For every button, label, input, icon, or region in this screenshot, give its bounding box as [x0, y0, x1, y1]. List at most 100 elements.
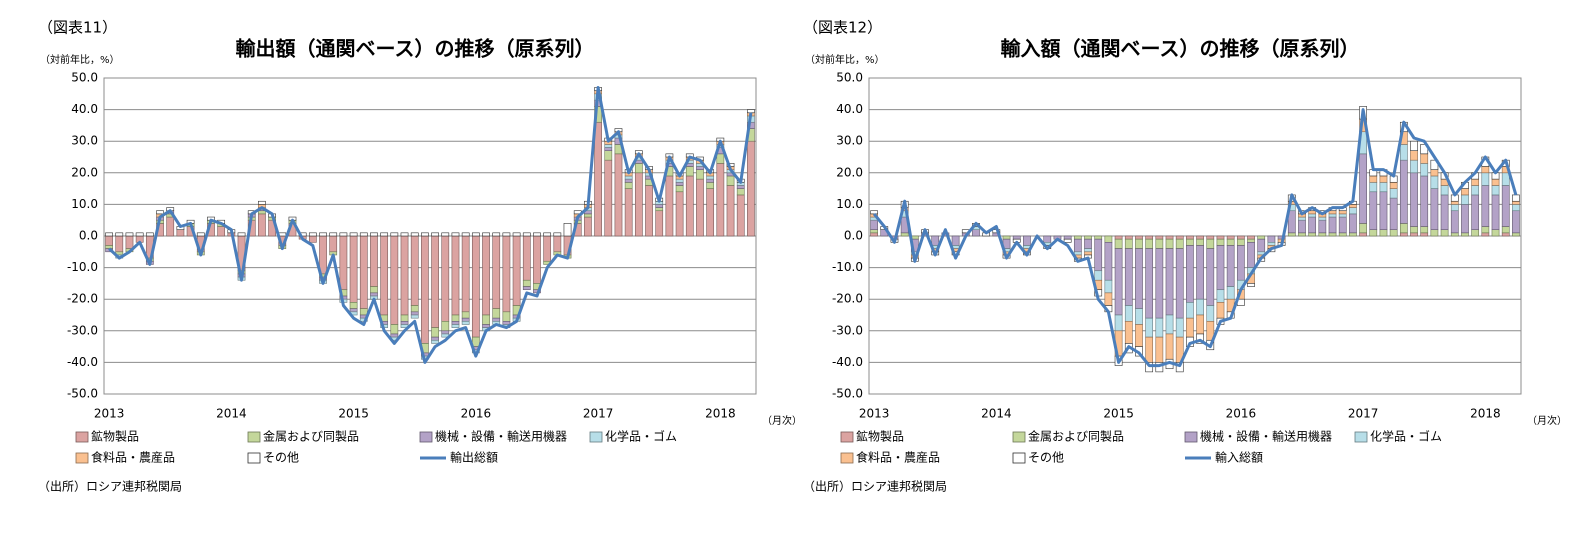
- bar-segment: [972, 229, 980, 237]
- y-tick-label: 10.0: [836, 197, 863, 211]
- bar-segment: [1063, 235, 1072, 240]
- figure-label: （図表12）: [803, 19, 882, 37]
- y-tick-label: -40.0: [67, 355, 98, 369]
- x-tick-label: 2017: [1348, 407, 1379, 421]
- bar-segment: [1369, 229, 1378, 237]
- bar-segment: [1114, 235, 1123, 240]
- bar-segment: [1135, 238, 1143, 249]
- bar-segment: [115, 235, 124, 253]
- bar-segment: [1338, 232, 1347, 237]
- legend-swatch: [419, 431, 433, 443]
- bar-segment: [502, 311, 511, 322]
- bar-segment: [1114, 248, 1123, 316]
- y-tick-label: 0.0: [844, 229, 863, 243]
- bar-segment: [1094, 238, 1103, 272]
- y-tick-label: -10.0: [67, 260, 98, 274]
- bar-segment: [1491, 229, 1500, 237]
- bar-segment: [1308, 232, 1317, 237]
- bar-segment: [1196, 314, 1204, 335]
- y-tick-label: 20.0: [836, 165, 863, 179]
- bar-segment: [1512, 194, 1520, 202]
- bar-segment: [1175, 235, 1184, 240]
- bar-segment: [1389, 181, 1398, 189]
- bar-segment: [543, 235, 552, 262]
- bar-segment: [1318, 232, 1327, 237]
- bar-segment: [1338, 213, 1347, 218]
- bar-segment: [706, 188, 715, 237]
- bar-segment: [1186, 302, 1194, 319]
- bar-segment: [1073, 251, 1082, 256]
- bar-segment: [624, 188, 633, 237]
- bar-segment: [461, 311, 470, 319]
- plot-frame: [103, 77, 757, 395]
- bar-segment: [1512, 204, 1520, 212]
- bar-segment: [410, 311, 419, 316]
- bar-segment: [1155, 248, 1164, 319]
- source: （出所）ロシア連邦税関局: [803, 480, 947, 494]
- bar-segment: [1196, 238, 1204, 246]
- bar-segment: [359, 232, 368, 237]
- bar-segment: [604, 147, 613, 151]
- bar-segment: [380, 235, 389, 316]
- bar-segment: [1124, 238, 1133, 249]
- bar-segment: [1440, 185, 1449, 196]
- bar-segment: [951, 235, 960, 246]
- legend-swatch: [247, 431, 261, 443]
- bar-segment: [604, 150, 613, 161]
- bar-segment: [410, 314, 419, 319]
- bar-segment: [166, 216, 175, 237]
- bar-segment: [645, 185, 653, 237]
- bar-segment: [105, 245, 113, 249]
- y-tick-label: -20.0: [832, 292, 863, 306]
- bar-segment: [1155, 238, 1164, 249]
- bar-segment: [1359, 232, 1367, 237]
- bar-segment: [1155, 317, 1164, 338]
- bar-segment: [1440, 229, 1449, 237]
- bar-segment: [1399, 223, 1408, 234]
- bar-segment: [931, 235, 940, 246]
- bar-segment: [1216, 302, 1225, 319]
- legend-label: 金属および同製品: [263, 429, 359, 444]
- bar-segment: [1124, 305, 1133, 322]
- bar-segment: [1349, 204, 1357, 208]
- bar-segment: [482, 314, 490, 325]
- bar-segment: [1298, 232, 1306, 237]
- y-axis-label: （対前年比，%）: [40, 53, 120, 66]
- bar-segment: [329, 235, 338, 253]
- bar-segment: [1481, 172, 1490, 186]
- bar-segment: [1420, 175, 1429, 227]
- bar-segment: [1135, 235, 1143, 240]
- legend-swatch: [1184, 431, 1198, 443]
- bar-segment: [400, 235, 409, 316]
- bar-segment: [441, 235, 450, 322]
- chart: （図表12） 輸入額（通関ベース）の推移（原系列） （対前年比，%） （月次） （出所）…: [803, 19, 1567, 494]
- y-tick-label: 30.0: [71, 134, 98, 148]
- bar-segment: [624, 175, 633, 180]
- bar-segment: [726, 175, 735, 186]
- bar-segment: [176, 229, 185, 237]
- bar-segment: [533, 232, 541, 237]
- bar-segment: [675, 191, 684, 237]
- bar-segment: [1481, 226, 1490, 234]
- bar-segment: [726, 185, 735, 237]
- bar-segment: [655, 207, 664, 212]
- bar-segment: [1196, 235, 1204, 240]
- bar-segment: [370, 232, 378, 237]
- bar-segment: [349, 232, 358, 237]
- bar-segment: [1186, 235, 1194, 240]
- bar-segment: [522, 286, 531, 291]
- bar-segment: [258, 210, 266, 215]
- legend-label: 鉱物製品: [91, 429, 139, 444]
- bar-segment: [1084, 238, 1092, 249]
- x-tick-label: 2013: [94, 407, 125, 421]
- bar-segment: [696, 178, 704, 237]
- bar-segment: [1155, 362, 1164, 373]
- bar-segment: [370, 235, 378, 287]
- bar-segment: [1236, 235, 1245, 240]
- bar-segment: [604, 159, 613, 237]
- bar-segment: [512, 232, 521, 237]
- bar-segment: [696, 169, 704, 180]
- bar-segment: [1461, 232, 1469, 237]
- bar-segment: [451, 324, 460, 328]
- bar-segment: [522, 279, 531, 287]
